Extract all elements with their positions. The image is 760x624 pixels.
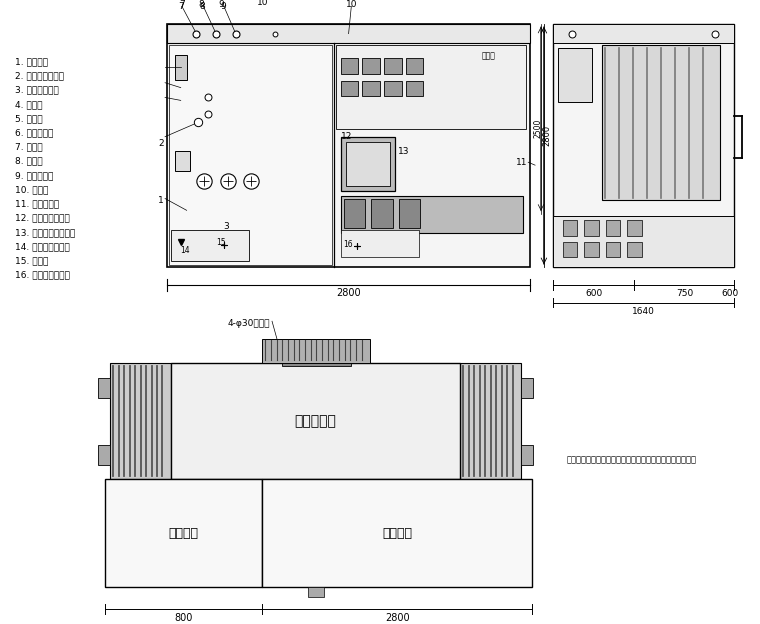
Text: 电开关: 电开关 [482,51,496,61]
Text: 8. 压力表: 8. 压力表 [15,157,43,166]
Bar [110,363,171,479]
Text: 16. 低压变接地端子: 16. 低压变接地端子 [15,271,70,280]
Text: 6. 压力释放阀: 6. 压力释放阀 [15,129,53,137]
Bar [340,80,359,97]
Bar [553,24,734,44]
Text: 600: 600 [585,289,602,298]
Text: 2. 四位置负荷开关: 2. 四位置负荷开关 [15,71,64,80]
Bar [627,220,642,236]
Bar [406,80,423,97]
Text: 10: 10 [258,0,269,7]
Bar [399,198,420,228]
Bar [336,46,526,129]
Bar [521,445,533,464]
Bar [309,587,324,597]
Bar [363,58,380,74]
Text: 7: 7 [178,2,184,11]
Text: 3: 3 [223,222,229,231]
Bar [606,241,620,258]
Bar [562,220,578,236]
Text: 4-φ30安装孔: 4-φ30安装孔 [228,319,271,328]
Bar [171,230,249,261]
Bar [584,241,599,258]
Text: 14: 14 [180,246,189,255]
Bar [606,220,620,236]
Text: 12. 低压侧主断路器: 12. 低压侧主断路器 [15,214,70,223]
Text: 12: 12 [340,132,352,141]
Bar [167,24,530,267]
Bar [521,378,533,397]
Text: 11. 无功补偿置: 11. 无功补偿置 [15,200,59,208]
Text: 5. 注油口: 5. 注油口 [15,114,43,123]
Text: 15. 放油阀: 15. 放油阀 [15,256,48,265]
Text: 高压间隔: 高压间隔 [169,527,198,540]
Text: 2: 2 [158,139,164,148]
Text: 1: 1 [158,195,164,205]
Bar [344,198,366,228]
Text: 7. 油量片: 7. 油量片 [15,143,43,152]
Text: 9: 9 [220,2,226,11]
Bar [553,216,734,267]
Bar [584,220,599,236]
Bar [169,46,332,265]
Bar [175,56,187,80]
Bar [562,241,578,258]
Text: 1. 高压套管: 1. 高压套管 [15,57,48,66]
Bar [346,142,390,186]
Bar [340,230,420,258]
Text: 8: 8 [199,2,205,11]
Text: 8: 8 [198,0,204,9]
Bar [384,80,401,97]
Text: 3. 调压分接开关: 3. 调压分接开关 [15,85,59,95]
Bar [262,339,370,363]
Text: 14. 高压变接地端子: 14. 高压变接地端子 [15,242,70,251]
Bar [406,58,423,74]
Text: 10: 10 [346,0,357,9]
Text: 2800: 2800 [543,124,551,145]
Text: 9. 储能弹簧器: 9. 储能弹簧器 [15,171,53,180]
Bar [371,198,393,228]
Bar [461,363,521,479]
Bar [167,24,530,44]
Text: 4. 油位计: 4. 油位计 [15,100,43,109]
Text: 低压间隔: 低压间隔 [382,527,412,540]
Text: 9: 9 [218,0,223,9]
Bar [340,137,394,191]
Text: 2800: 2800 [336,288,361,298]
Bar [602,46,720,200]
Text: 2500: 2500 [534,119,543,138]
Text: 13: 13 [397,147,409,155]
Bar [105,479,262,587]
Bar [262,479,532,587]
Bar [627,241,642,258]
Text: 说明：以上尺寸仅作为参考，最终尺寸以厂家产品实物为准: 说明：以上尺寸仅作为参考，最终尺寸以厂家产品实物为准 [566,456,696,465]
Text: 16: 16 [344,240,353,249]
Bar [553,24,734,267]
Text: 600: 600 [721,289,739,298]
Text: 7: 7 [179,0,185,9]
Text: 2800: 2800 [385,613,410,623]
Bar [384,58,401,74]
Bar [282,358,350,366]
Text: 10. 表计室: 10. 表计室 [15,185,48,194]
Bar [340,58,359,74]
Text: 13. 低压侧总线断路器: 13. 低压侧总线断路器 [15,228,75,237]
Text: 变压器主体: 变压器主体 [295,414,337,428]
Text: 800: 800 [175,613,193,623]
Bar [558,49,592,102]
Text: 1640: 1640 [632,306,655,316]
Text: 15: 15 [216,238,226,247]
Bar [171,363,461,479]
Text: 11: 11 [516,158,527,167]
Bar [98,445,110,464]
Bar [363,80,380,97]
Text: 750: 750 [676,289,693,298]
Bar [340,195,524,233]
Bar [98,378,110,397]
Bar [175,152,189,171]
